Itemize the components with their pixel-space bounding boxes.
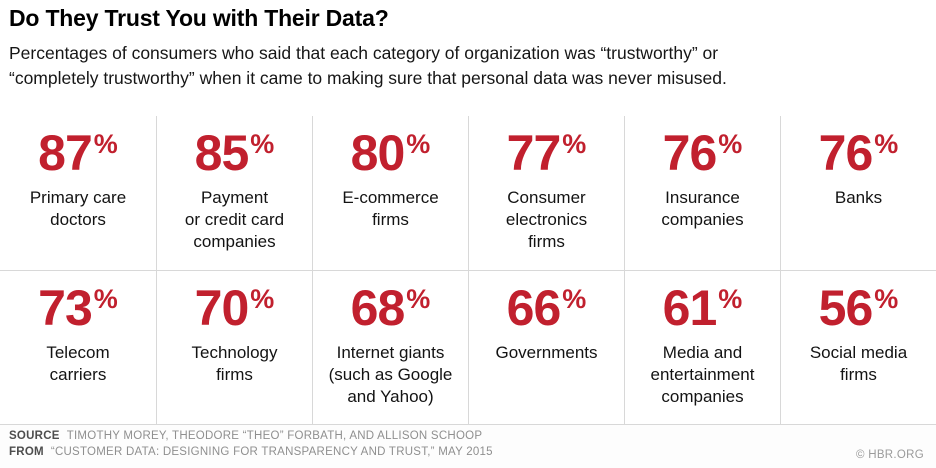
percent-sign: % — [562, 128, 587, 159]
stat-number: 87 — [38, 124, 93, 181]
stat-number: 80 — [350, 124, 406, 181]
percent-sign: % — [874, 283, 899, 314]
chart-header: Do They Trust You with Their Data? Perce… — [0, 0, 936, 92]
stat-value: 61% — [631, 283, 774, 333]
stat-cell: 73% Telecom carriers — [0, 271, 156, 428]
stat-cell: 66% Governments — [468, 270, 624, 428]
stat-label: Media and entertainment companies — [650, 342, 755, 406]
stat-cell: 76% Insurance companies — [624, 115, 780, 270]
percent-sign: % — [250, 128, 275, 159]
from-line: FROM “CUSTOMER DATA: DESIGNING FOR TRANSP… — [9, 444, 493, 461]
source-text: TIMOTHY MOREY, THEODORE “THEO” FORBATH, … — [66, 429, 483, 442]
stat-label: Primary care doctors — [29, 187, 127, 229]
stat-value: 70% — [163, 283, 306, 333]
stat-cell: 68% Internet giants (such as Google and … — [312, 270, 468, 428]
stat-label: E-commerce firms — [342, 187, 439, 229]
stat-label: Consumer electronics firms — [505, 187, 588, 251]
hbr-copyright: © HBR.ORG — [855, 449, 924, 461]
source-label: SOURCE — [9, 429, 60, 442]
chart-footer: SOURCE TIMOTHY MOREY, THEODORE “THEO” FOR… — [0, 424, 936, 468]
stat-number: 76 — [818, 124, 874, 181]
stat-label: Insurance companies — [661, 187, 744, 229]
stat-value: 76% — [631, 128, 774, 178]
percent-sign: % — [93, 283, 118, 314]
stat-number: 56 — [818, 279, 874, 336]
stat-label: Social media firms — [809, 342, 908, 384]
stat-value: 80% — [319, 128, 462, 178]
percent-sign: % — [718, 283, 743, 314]
stat-value: 68% — [319, 283, 462, 333]
stat-cell: 76% Banks — [780, 115, 936, 270]
stat-number: 85 — [194, 124, 250, 181]
stat-cell: 77% Consumer electronics firms — [468, 115, 624, 270]
percent-sign: % — [93, 128, 118, 159]
percent-sign: % — [250, 283, 275, 314]
stat-value: 87% — [6, 128, 150, 178]
stat-label: Technology firms — [191, 342, 278, 384]
stat-label: Telecom carriers — [46, 342, 110, 384]
stat-label: Payment or credit card companies — [184, 187, 285, 251]
percent-sign: % — [406, 283, 431, 314]
stat-cell: 80% E-commerce firms — [312, 115, 468, 270]
stat-number: 73 — [38, 279, 93, 336]
stat-cell: 70% Technology firms — [156, 270, 312, 428]
source-line: SOURCE TIMOTHY MOREY, THEODORE “THEO” FOR… — [9, 428, 493, 445]
stat-number: 77 — [506, 124, 562, 181]
stat-value: 73% — [6, 283, 150, 333]
stat-number: 61 — [662, 279, 718, 336]
percent-sign: % — [562, 283, 587, 314]
chart-subtitle: Percentages of consumers who said that e… — [9, 43, 727, 89]
from-label: FROM — [9, 446, 44, 459]
percent-sign: % — [406, 128, 431, 159]
percent-sign: % — [718, 128, 743, 159]
stat-cell: 61% Media and entertainment companies — [624, 270, 780, 428]
stat-cell: 87% Primary care doctors — [0, 116, 156, 270]
stat-cell: 56% Social media firms — [780, 270, 936, 428]
page-title: Do They Trust You with Their Data? — [9, 5, 389, 31]
stat-label: Banks — [834, 187, 883, 207]
stat-number: 70 — [194, 279, 250, 336]
credits: SOURCE TIMOTHY MOREY, THEODORE “THEO” FOR… — [9, 428, 493, 461]
stat-value: 85% — [163, 128, 306, 178]
stat-value: 66% — [475, 283, 618, 333]
stat-label: Governments — [495, 342, 598, 362]
stat-number: 68 — [350, 279, 406, 336]
stat-number: 66 — [506, 279, 562, 336]
stat-grid-row-1: 87% Primary care doctors 85% Payment or … — [0, 115, 936, 270]
stat-grid-row-2: 73% Telecom carriers 70% Technology firm… — [0, 269, 936, 428]
from-text: “CUSTOMER DATA: DESIGNING FOR TRANSPAREN… — [50, 446, 493, 459]
stat-value: 76% — [787, 128, 930, 178]
stat-label: Internet giants (such as Google and Yaho… — [328, 342, 453, 406]
stat-value: 77% — [475, 128, 618, 178]
percent-sign: % — [874, 128, 899, 159]
stat-value: 56% — [787, 283, 930, 333]
stat-number: 76 — [662, 124, 718, 181]
stat-cell: 85% Payment or credit card companies — [156, 115, 312, 270]
